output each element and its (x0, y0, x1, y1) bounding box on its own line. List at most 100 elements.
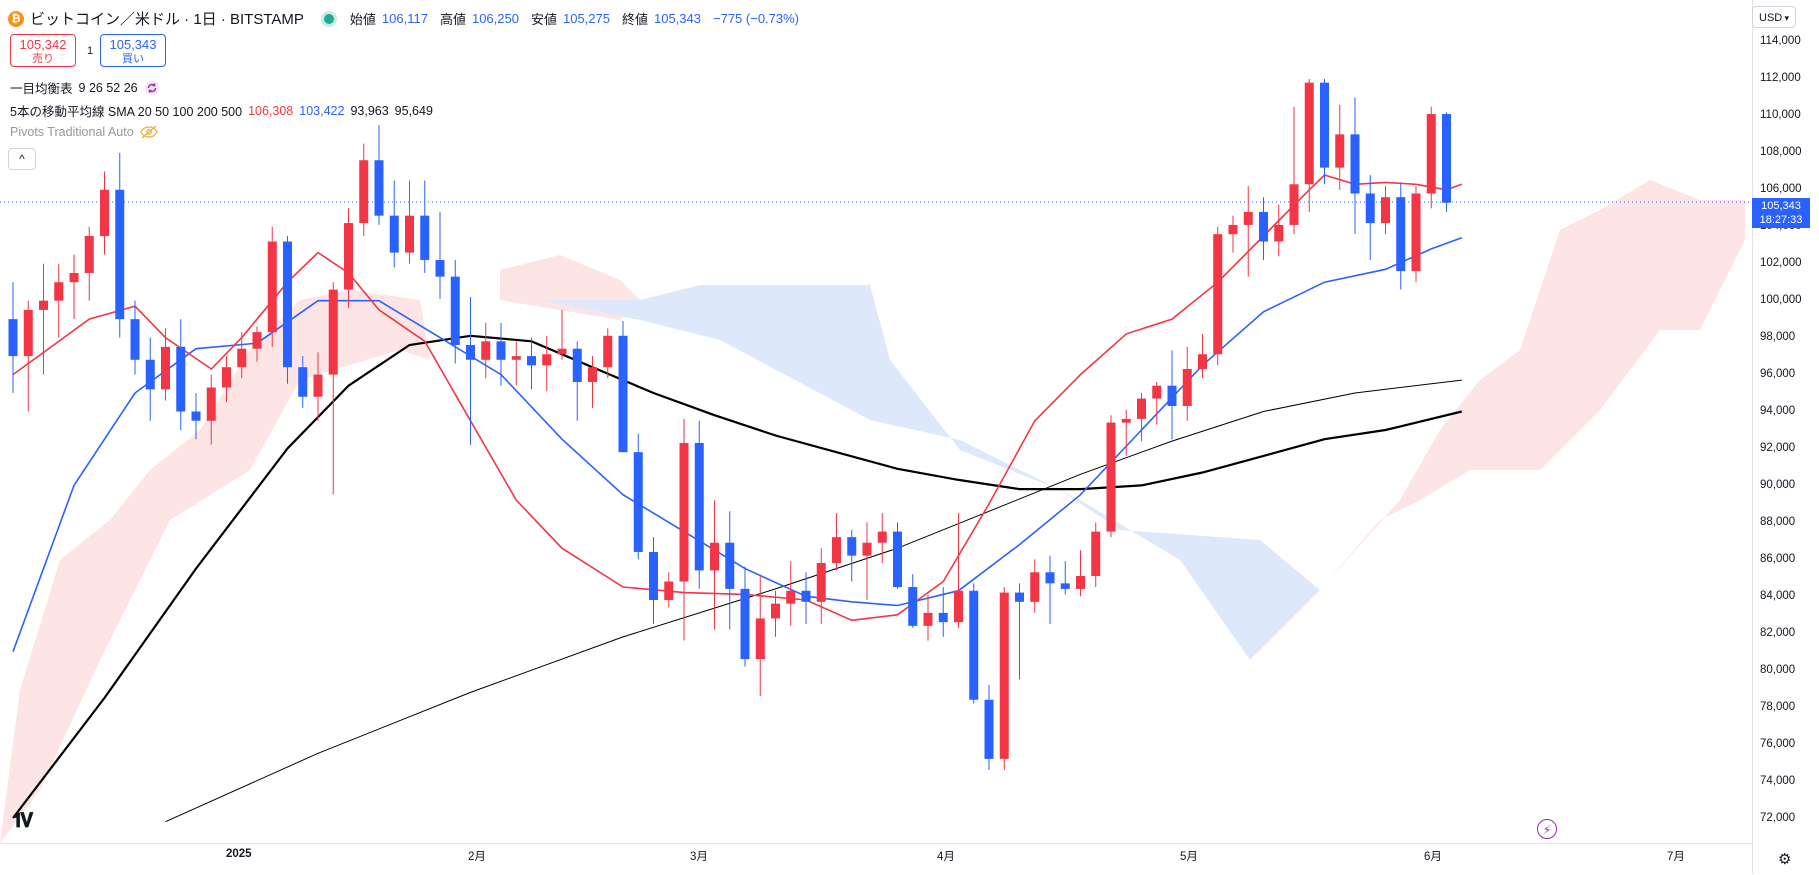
candle-body (649, 551, 658, 600)
collapse-legend-button[interactable]: ^ (8, 148, 36, 170)
candle-body (267, 241, 277, 333)
candle-body (969, 590, 979, 700)
price-axis-label: 90,000 (1760, 479, 1796, 491)
candle-body (603, 335, 613, 368)
price-axis-label: 110,000 (1760, 109, 1801, 121)
candle-body (69, 272, 79, 283)
candle-body (1060, 583, 1070, 589)
candle-body (1289, 184, 1299, 225)
sell-button[interactable]: 105,342 売り (10, 34, 76, 67)
ma-value-20: 106,308 (248, 103, 294, 118)
price-axis[interactable] (1752, 0, 1819, 874)
low-label: 安値 (530, 12, 557, 27)
candle-body (359, 160, 369, 224)
price-chart[interactable] (0, 0, 1752, 843)
open-label: 始値 (349, 12, 376, 27)
price-axis-label: 112,000 (1760, 72, 1801, 84)
symbol-title[interactable]: ビットコイン／米ドル · 1日 · BITSTAMP (30, 11, 304, 28)
low-value: 105,275 (562, 11, 610, 26)
ichimoku-label: 一目均衡表 (10, 82, 73, 96)
price-axis-label: 88,000 (1760, 516, 1796, 528)
candle-body (420, 215, 430, 261)
candle-body (1442, 114, 1451, 203)
candle-body (1396, 197, 1406, 272)
candle-body (527, 356, 536, 366)
candle-body (1137, 398, 1146, 419)
candle-body (1045, 572, 1055, 584)
tradingview-logo-icon[interactable]: 𝟏𝐕 (12, 810, 33, 832)
refresh-icon[interactable] (144, 80, 160, 96)
candle-body (84, 236, 94, 273)
price-axis-label: 108,000 (1760, 146, 1802, 158)
candle-body (237, 348, 247, 368)
candle-body (100, 189, 109, 236)
candle-body (1106, 422, 1116, 532)
gear-icon[interactable]: ⚙ (1778, 851, 1792, 868)
symbol-header[interactable]: ₿ ビットコイン／米ドル · 1日 · BITSTAMP 始値 106,117 高… (8, 8, 805, 29)
chevron-down-icon: ▾ (1784, 13, 1789, 23)
candle-body (1426, 114, 1436, 194)
sell-price: 105,342 (19, 37, 67, 52)
price-axis-label: 100,000 (1760, 294, 1802, 306)
currency-select[interactable]: USD ▾ (1752, 6, 1796, 28)
candle-body (450, 276, 460, 346)
close-value: 105,343 (654, 11, 701, 26)
pivots-legend[interactable]: Pivots Traditional Auto (10, 125, 158, 139)
ma-legend[interactable]: 5本の移動平均線 SMA 20 50 100 200 500 106,308 1… (10, 101, 433, 120)
hidden-eye-icon[interactable] (139, 125, 158, 139)
candle-body (542, 354, 552, 366)
candle-body (664, 581, 674, 600)
currency-value: USD (1759, 12, 1783, 24)
time-axis[interactable] (0, 843, 1752, 875)
candle-body (679, 442, 689, 582)
candle-body (1274, 224, 1284, 242)
candle-body (877, 531, 887, 543)
candle-body (435, 260, 445, 277)
ma-value-200: 95,649 (394, 103, 433, 118)
candle-body (8, 319, 18, 357)
ichimoku-legend[interactable]: 一目均衡表 9 26 52 26 (10, 78, 160, 97)
buy-label: 買い (122, 53, 144, 65)
ma-value-50: 103,422 (299, 103, 345, 118)
candle-body (191, 411, 201, 421)
candle-body (1304, 82, 1314, 185)
candle-body (222, 367, 231, 388)
buy-button[interactable]: 105,343 買い (100, 34, 166, 67)
high-label: 高値 (439, 12, 466, 27)
candle-body (816, 563, 826, 602)
price-axis-label: 80,000 (1760, 664, 1796, 676)
time-axis-label: 5月 (1180, 851, 1198, 863)
candle-body (328, 289, 338, 375)
candle-body (1213, 234, 1223, 355)
sma200-line (165, 379, 1462, 823)
candle-body (1320, 82, 1329, 168)
candle-body (283, 241, 292, 368)
candle-body (832, 537, 841, 564)
candle-body (1350, 134, 1360, 194)
candle-body (725, 542, 735, 589)
candle-body (618, 335, 628, 453)
candle-body (1182, 369, 1192, 406)
candle-body (1167, 385, 1177, 406)
candle-body (298, 367, 308, 397)
price-axis-label: 86,000 (1760, 553, 1796, 565)
candle-body (466, 345, 475, 360)
candle-body (511, 356, 521, 360)
sma50-line (12, 237, 1463, 652)
candle-body (694, 442, 704, 571)
price-axis-label: 82,000 (1760, 627, 1796, 639)
ichimoku-cloud-bull-1 (0, 290, 430, 843)
candle-body (984, 699, 994, 759)
price-axis-label: 78,000 (1760, 701, 1796, 713)
market-open-icon (323, 13, 334, 24)
candle-body (1198, 354, 1207, 370)
candle-body (938, 612, 948, 623)
candle-body (39, 300, 48, 310)
flash-icon[interactable]: ⚡ (1537, 819, 1557, 839)
candle-body (1411, 193, 1421, 272)
candle-body (252, 332, 262, 349)
price-axis-label: 98,000 (1760, 331, 1796, 343)
candle-body (313, 374, 323, 397)
last-price: 105,343 (1761, 200, 1801, 212)
